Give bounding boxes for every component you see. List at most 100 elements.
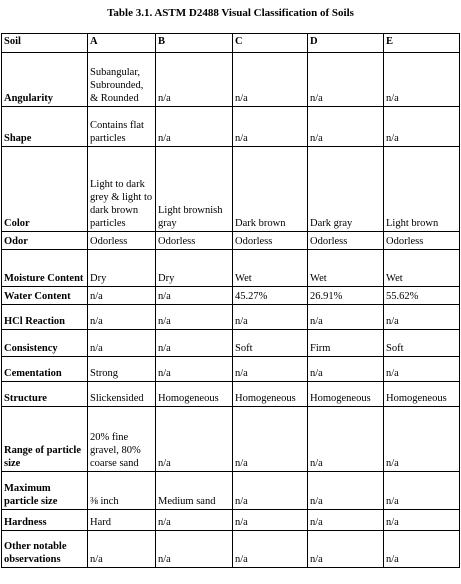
table-cell: Odorless xyxy=(87,231,156,250)
table-cell: Homogeneous xyxy=(155,381,233,407)
row-label: Maximum particle size xyxy=(1,471,88,510)
table-row: Maximum particle size ⅜ inch Medium sand n/… xyxy=(1,471,460,510)
table-cell: n/a xyxy=(232,356,308,382)
table-cell: n/a xyxy=(155,356,233,382)
table-cell: 20% fine gravel, 80% coarse sand xyxy=(87,406,156,472)
table-cell: Dry xyxy=(155,249,233,287)
row-label: Angularity xyxy=(1,52,88,107)
table-row: Moisture Content Dry Dry Wet Wet Wet xyxy=(1,249,460,287)
table-cell: n/a xyxy=(307,356,384,382)
table-cell: Medium sand xyxy=(155,471,233,510)
table-cell: n/a xyxy=(155,304,233,330)
table-row: Other notable observations n/a n/a n/a n/a n/… xyxy=(1,530,460,568)
table-caption: Table 3.1. ASTM D2488 Visual Classificat… xyxy=(107,7,354,19)
table-cell: Homogeneous xyxy=(307,381,384,407)
table-cell: n/a xyxy=(87,304,156,330)
table-cell: n/a xyxy=(232,530,308,568)
table-cell: n/a xyxy=(155,329,233,357)
row-label: Other notable observations xyxy=(1,530,88,568)
table-cell: n/a xyxy=(307,509,384,531)
table-row: Range of particle size 20% fine gravel, 8… xyxy=(1,406,460,472)
table-cell: n/a xyxy=(383,509,460,531)
row-label: Odor xyxy=(1,231,88,250)
table-cell: n/a xyxy=(383,52,460,107)
row-label: Hardness xyxy=(1,509,88,531)
table-cell: n/a xyxy=(307,471,384,510)
table-cell: n/a xyxy=(383,304,460,330)
table-cell: Soft xyxy=(232,329,308,357)
row-label: Cementation xyxy=(1,356,88,382)
table-cell: n/a xyxy=(383,356,460,382)
header-row: Soil A B C D E xyxy=(1,33,460,53)
row-label: Shape xyxy=(1,106,88,147)
table-cell: Wet xyxy=(307,249,384,287)
row-label: Range of particle size xyxy=(1,406,88,472)
table-cell: n/a xyxy=(155,406,233,472)
table-cell: n/a xyxy=(155,52,233,107)
table-cell: n/a xyxy=(383,530,460,568)
table-cell: Hard xyxy=(87,509,156,531)
table-cell: n/a xyxy=(383,471,460,510)
table-cell: n/a xyxy=(232,471,308,510)
column-header: B xyxy=(155,33,233,53)
table-cell: Dark brown xyxy=(232,146,308,232)
row-label: Moisture Content xyxy=(1,249,88,287)
table-cell: n/a xyxy=(87,530,156,568)
row-label: HCl Reaction xyxy=(1,304,88,330)
table-cell: n/a xyxy=(383,106,460,147)
table-cell: Strong xyxy=(87,356,156,382)
table-cell: n/a xyxy=(87,286,156,305)
row-label: Water Content xyxy=(1,286,88,305)
table-cell: n/a xyxy=(232,509,308,531)
table-cell: n/a xyxy=(155,530,233,568)
row-label: Structure xyxy=(1,381,88,407)
table-cell: Light brownish gray xyxy=(155,146,233,232)
table-cell: Contains flat particles xyxy=(87,106,156,147)
table-cell: Light brown xyxy=(383,146,460,232)
column-header: D xyxy=(307,33,384,53)
column-header: E xyxy=(383,33,460,53)
table-row: Angularity Subangular, Subrounded, & Roun… xyxy=(1,52,460,107)
table-row: Color Light to dark grey & light to dark … xyxy=(1,146,460,232)
table-cell: Slickensided xyxy=(87,381,156,407)
table-row: HCl Reaction n/a n/a n/a n/a n/a xyxy=(1,304,460,330)
table-cell: n/a xyxy=(155,106,233,147)
table-cell: n/a xyxy=(155,286,233,305)
row-label: Consistency xyxy=(1,329,88,357)
table-cell: n/a xyxy=(307,406,384,472)
table-cell: Odorless xyxy=(232,231,308,250)
soil-classification-table: Soil A B C D E Angularity Subangular, Sub… xyxy=(1,33,460,568)
column-header: Soil xyxy=(1,33,88,53)
table-cell: Homogeneous xyxy=(383,381,460,407)
table-row: Hardness Hard n/a n/a n/a n/a xyxy=(1,509,460,531)
column-header: C xyxy=(232,33,308,53)
table-cell: n/a xyxy=(232,304,308,330)
table-cell: n/a xyxy=(307,52,384,107)
table-cell: 55.62% xyxy=(383,286,460,305)
table-cell: n/a xyxy=(232,106,308,147)
table-row: Structure Slickensided Homogeneous Homogene… xyxy=(1,381,460,407)
table-cell: Subangular, Subrounded, & Rounded xyxy=(87,52,156,107)
table-cell: n/a xyxy=(307,530,384,568)
table-cell: n/a xyxy=(307,106,384,147)
table-cell: n/a xyxy=(155,509,233,531)
table-cell: Soft xyxy=(383,329,460,357)
table-cell: Homogeneous xyxy=(232,381,308,407)
table-cell: Odorless xyxy=(307,231,384,250)
table-cell: n/a xyxy=(383,406,460,472)
table-cell: Dry xyxy=(87,249,156,287)
table-cell: n/a xyxy=(232,52,308,107)
table-row: Cementation Strong n/a n/a n/a n/a xyxy=(1,356,460,382)
table-cell: Light to dark grey & light to dark brown… xyxy=(87,146,156,232)
table-cell: Wet xyxy=(383,249,460,287)
table-cell: Odorless xyxy=(383,231,460,250)
table-row: Odor Odorless Odorless Odorless Odorless Odor… xyxy=(1,231,460,250)
table-row: Water Content n/a n/a 45.27% 26.91% 55.62% xyxy=(1,286,460,305)
table-cell: n/a xyxy=(307,304,384,330)
table-cell: n/a xyxy=(232,406,308,472)
table-cell: Firm xyxy=(307,329,384,357)
table-cell: n/a xyxy=(87,329,156,357)
column-header: A xyxy=(87,33,156,53)
table-row: Consistency n/a n/a Soft Firm Soft xyxy=(1,329,460,357)
table-cell: Wet xyxy=(232,249,308,287)
